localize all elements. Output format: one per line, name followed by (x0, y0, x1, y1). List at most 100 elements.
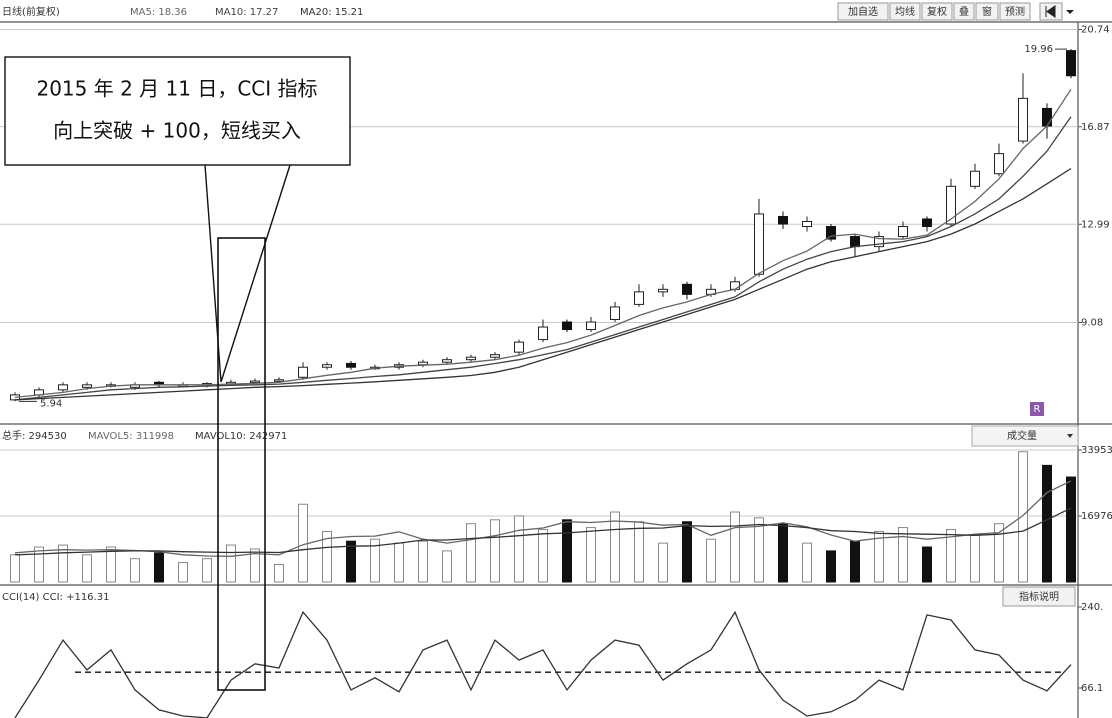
volume-bar (754, 517, 764, 583)
toolbar-button[interactable] (837, 2, 889, 21)
toolbar-button-label: 复权 (927, 5, 947, 18)
volume-bar (1066, 476, 1076, 583)
volume-selector-label: 成交量 (1007, 429, 1037, 442)
volume-bar (970, 534, 980, 583)
y-tick-label: 33953 (1081, 445, 1112, 456)
volume-bar (658, 542, 668, 583)
volume-bar (250, 548, 260, 583)
volume-bar (154, 552, 164, 583)
volume-bar (442, 550, 452, 583)
volume-bar (466, 523, 476, 583)
volume-bar (562, 519, 572, 583)
candle-body (562, 321, 572, 331)
volume-bar (826, 550, 836, 583)
volume-bar (706, 538, 716, 583)
candle-body (682, 283, 692, 295)
volume-bar (82, 554, 92, 583)
volume-bar (778, 523, 788, 583)
volume-bar (682, 521, 692, 583)
candle-body (826, 226, 836, 240)
badge-label: R (1034, 404, 1041, 415)
candle-body (610, 306, 620, 320)
legend-entry: MA20: 15.21 (300, 7, 363, 18)
dropdown-icon[interactable] (1066, 10, 1074, 14)
series-line (14, 610, 1072, 718)
volume-bar (946, 529, 956, 583)
volume-bar (850, 540, 860, 583)
candle-body (802, 220, 812, 228)
toolbar-button[interactable] (953, 2, 975, 21)
candle-body (250, 380, 260, 384)
volume-bar (106, 546, 116, 583)
annotation-text: 向上突破 + 100，短线买入 (53, 119, 301, 143)
volume-bar (322, 530, 332, 583)
volume-bar (10, 554, 20, 583)
badge[interactable] (1030, 402, 1044, 416)
volume-bar (802, 542, 812, 583)
toolbar-button[interactable] (921, 2, 953, 21)
volume-bar (922, 546, 932, 583)
series-line (14, 167, 1072, 401)
candle-body (754, 213, 764, 275)
candle-body (850, 236, 860, 248)
series-line (14, 480, 1072, 557)
volume-bar (874, 530, 884, 583)
volume-bar (898, 527, 908, 583)
candle-body (994, 153, 1004, 175)
candle-body (970, 170, 980, 187)
candle-body (514, 341, 524, 353)
toolbar-button[interactable] (975, 2, 999, 21)
pane-title: 总手: 294530 (2, 429, 67, 442)
nav-icon (1045, 5, 1056, 18)
toolbar-button-label: 预测 (1005, 5, 1025, 18)
candle-body (922, 218, 932, 228)
legend-entry: MA10: 17.27 (215, 7, 278, 18)
y-tick-label: 16.87 (1081, 122, 1110, 133)
toolbar-button-label: 窗 (982, 5, 992, 18)
legend-entry: MAVOL5: 311998 (88, 431, 174, 442)
volume-bar (634, 521, 644, 583)
volume-bar (994, 523, 1004, 583)
candle-body (586, 321, 596, 331)
candle-body (778, 215, 788, 225)
candle-body (634, 291, 644, 305)
candle-body (898, 226, 908, 238)
toolbar-button[interactable] (889, 2, 921, 21)
series-line (14, 116, 1072, 401)
volume-bar (178, 562, 188, 583)
candle-body (1042, 107, 1052, 127)
candle-body (274, 379, 284, 382)
series-line (14, 507, 1072, 556)
volume-selector[interactable] (971, 425, 1079, 447)
volume-bar (610, 511, 620, 583)
volume-bar (346, 540, 356, 583)
volume-bar (1042, 464, 1052, 583)
toolbar: 加自选 均线 复权叠 窗预测 (837, 2, 1031, 21)
volume-bar (298, 503, 308, 583)
y-tick-label: 12.99 (1081, 219, 1110, 230)
candle-body (298, 366, 308, 378)
highlight-box (217, 237, 266, 691)
volume-bar (514, 515, 524, 583)
y-tick-label: 16976 (1081, 511, 1112, 522)
y-tick-label: 66.1 (1081, 683, 1103, 694)
annotation-box (4, 56, 351, 166)
volume-bar (34, 546, 44, 583)
pane-title: CCI(14) CCI: +116.31 (2, 592, 109, 603)
candle-body (82, 384, 92, 388)
candle-body (1066, 50, 1076, 77)
volume-bar (202, 558, 212, 583)
toolbar-button[interactable] (999, 2, 1031, 21)
toolbar-button-label: 叠 (959, 6, 969, 18)
chart-title: 日线(前复权) (2, 5, 60, 18)
indicator-button[interactable] (1002, 586, 1076, 607)
y-tick-label: 9.08 (1081, 318, 1103, 329)
volume-bar (226, 544, 236, 583)
callout-line (204, 164, 291, 383)
candle-body (346, 362, 356, 368)
indicator-button-label: 指标说明 (1019, 590, 1059, 603)
volume-bar (58, 544, 68, 583)
dropdown-icon (1067, 434, 1073, 438)
low-label: 5.94 (40, 398, 62, 409)
